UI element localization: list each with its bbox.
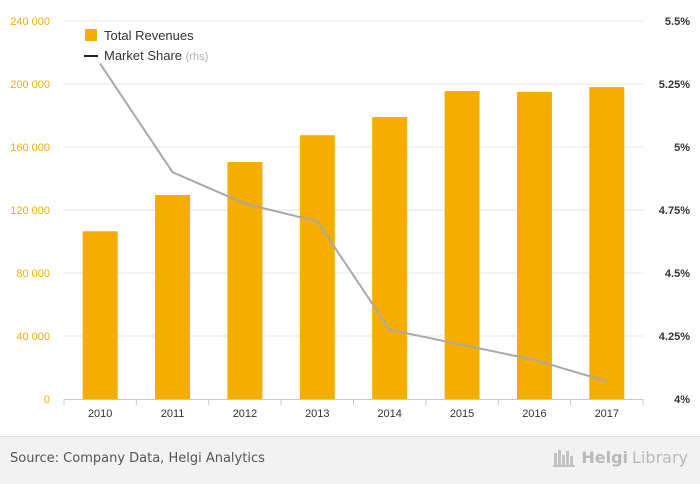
bar [300, 135, 335, 399]
x-axis-tick-label: 2016 [522, 408, 546, 420]
footer: Source: Company Data, Helgi Analytics He… [0, 436, 700, 484]
bar [445, 91, 480, 399]
bar [589, 87, 624, 399]
left-axis-tick-label: 160 000 [10, 142, 50, 154]
left-axis-tick-label: 240 000 [10, 16, 50, 28]
x-axis-tick-label: 2017 [595, 408, 619, 420]
source-note: Source: Company Data, Helgi Analytics [10, 451, 265, 466]
bar [83, 231, 118, 399]
x-axis-tick-label: 2014 [377, 408, 401, 420]
left-axis-tick-label: 0 [44, 394, 50, 406]
right-axis-tick-label: 5% [674, 142, 690, 154]
left-axis-tick-label: 40 000 [16, 331, 50, 343]
bar [517, 92, 552, 399]
x-axis-tick-label: 2012 [233, 408, 257, 420]
bar [372, 117, 407, 399]
right-axis-tick-label: 4% [674, 394, 690, 406]
left-axis-tick-label: 120 000 [10, 205, 50, 217]
brand-name-light: Library [632, 448, 688, 467]
x-axis-tick-label: 2010 [88, 408, 112, 420]
right-axis-tick-label: 4.75% [659, 205, 690, 217]
bar [155, 195, 190, 399]
left-axis-tick-label: 200 000 [10, 79, 50, 91]
left-axis-tick-label: 80 000 [16, 268, 50, 280]
legend-swatch-total-revenues [85, 29, 97, 41]
library-icon [553, 447, 577, 467]
x-axis-tick-label: 2011 [161, 408, 185, 420]
right-axis-tick-label: 5.25% [659, 79, 690, 91]
right-axis-tick-label: 4.5% [665, 268, 690, 280]
right-axis-tick-label: 4.25% [659, 331, 690, 343]
x-axis-tick-label: 2013 [305, 408, 329, 420]
x-axis-tick-label: 2015 [450, 408, 474, 420]
right-axis-tick-label: 5.5% [665, 16, 690, 28]
legend-label-total-revenues: Total Revenues [104, 28, 194, 43]
legend-label-market-share: Market Share (rhs) [104, 48, 208, 63]
chart-canvas: 0 40 000 80 000 120 000 160 000 200 000 240 00… [0, 0, 700, 436]
brand-name-bold: Helgi [581, 448, 628, 467]
